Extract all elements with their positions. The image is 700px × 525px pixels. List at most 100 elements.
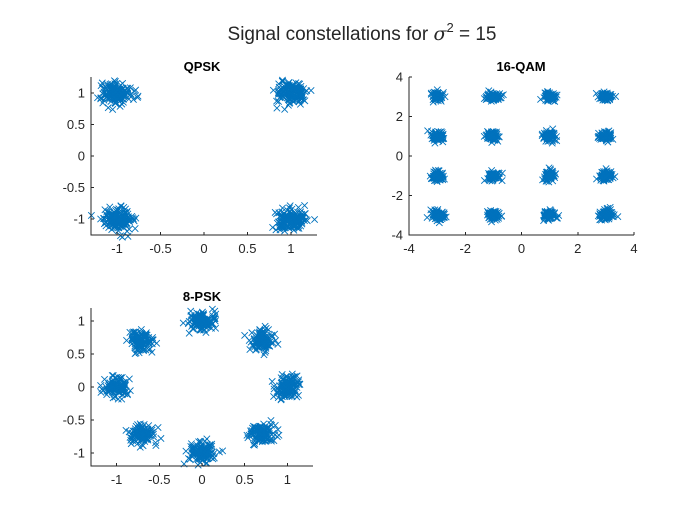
data-point [111,211,119,219]
data-point [435,173,443,181]
data-point [283,372,291,380]
data-point [542,177,550,185]
qpsk-title: QPSK [184,59,221,74]
data-point [260,340,268,348]
data-point [260,420,268,428]
data-point [432,128,440,136]
data-point [260,427,268,435]
data-point [545,170,553,178]
data-point [248,329,256,337]
data-point [434,91,442,99]
data-point [108,371,116,380]
data-point [480,176,488,185]
qam16-plot: 16-QAM -4 -2 0 2 4 -4 -2 0 2 4 [391,59,637,256]
data-point [546,166,554,174]
x-tick-label: -1 [111,472,123,487]
data-point [108,383,116,391]
x-tick-label: 2 [574,241,581,256]
data-point [261,322,269,330]
data-point [203,454,211,462]
data-point [548,139,556,147]
x-tick-label: 4 [630,241,637,256]
data-point [118,100,126,108]
data-point [137,335,145,343]
data-point [264,335,272,343]
data-point [311,215,319,223]
data-point [266,436,274,444]
figure-title: Signal constellations for σ2 = 15 [228,20,497,45]
psk8-plot: 8-PSK -1 -0.5 0 0.5 1 -1 -0.5 0 0.5 1 [63,289,313,487]
data-point [145,422,153,430]
data-point [250,430,258,438]
data-point [276,94,284,102]
data-point [278,77,286,85]
data-point [280,209,288,218]
data-point [278,370,286,379]
data-point [277,395,285,403]
data-point [279,382,287,390]
data-point [108,86,116,94]
data-point [606,131,614,139]
data-point [260,351,268,359]
x-tick-label: 1 [287,241,294,256]
data-point [132,430,140,438]
data-point [606,93,614,101]
data-point [268,377,276,385]
data-point [593,175,601,183]
data-point [540,134,548,142]
x-tick-label: -2 [459,241,471,256]
data-point [212,310,220,318]
data-point [256,429,264,437]
data-point [115,217,123,225]
data-point [107,385,115,393]
data-point [112,80,120,88]
data-point [297,92,305,100]
data-point [104,104,112,112]
data-point [293,224,301,232]
y-tick-label: -4 [391,228,403,243]
data-point [480,95,488,103]
data-point [497,91,505,99]
data-point [488,171,496,179]
data-point [488,93,496,101]
data-point [132,86,140,94]
data-point [197,315,206,323]
x-tick-label: -0.5 [148,472,170,487]
data-point [124,89,132,97]
data-point [269,86,277,94]
data-point [284,216,292,224]
data-point [258,334,266,342]
data-point [203,435,211,443]
data-point [197,447,206,455]
data-point [544,212,552,220]
data-point [148,426,156,434]
data-point [139,432,147,440]
data-point [131,340,139,348]
data-point [614,213,622,221]
data-point [548,129,556,137]
data-point [135,334,143,342]
data-point [278,94,286,102]
data-point [550,210,558,218]
data-point [252,345,260,353]
figure-title-exponent: 2 [446,20,453,35]
data-point [490,174,498,182]
data-point [122,426,130,434]
data-point [287,210,295,218]
data-point [120,219,128,227]
data-point [118,89,126,98]
y-tick-label: 0 [396,149,403,164]
figure-title-sigma: σ [433,23,447,45]
data-point [119,386,127,394]
data-point [187,313,195,321]
data-point [488,218,496,226]
x-tick-label: -0.5 [149,241,171,256]
data-point [273,210,281,218]
data-point [187,311,195,319]
data-point [542,127,550,135]
data-point [97,215,105,223]
data-point [109,105,117,113]
data-point [143,331,151,339]
data-point [258,436,267,445]
qpsk-axes [90,77,317,236]
